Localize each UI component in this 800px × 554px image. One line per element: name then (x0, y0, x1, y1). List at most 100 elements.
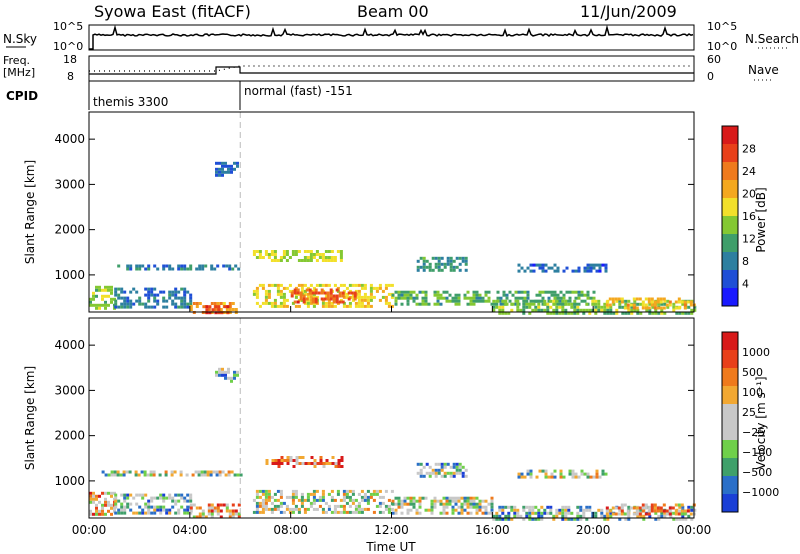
power-cell-9 (609, 305, 613, 309)
velocity-cell-7 (648, 505, 652, 509)
velocity-cell-7 (564, 511, 568, 515)
nsky-tick-top: 10^5 (53, 20, 83, 33)
velocity-cell-4 (280, 459, 284, 462)
power-cell-10 (443, 262, 447, 266)
velocity-cell-8 (464, 474, 468, 478)
power-cell-10 (437, 262, 441, 266)
velocity-cell-3 (279, 489, 283, 493)
velocity-cell-3 (270, 507, 274, 511)
power-cell-11 (532, 263, 536, 267)
velocity-cell-0 (89, 491, 92, 495)
power-cell-5 (335, 297, 339, 301)
power-cell-9 (504, 299, 508, 303)
power-cell-12 (224, 170, 227, 174)
power-cell-4 (258, 304, 262, 308)
power-cell-13 (659, 297, 663, 301)
power-cell-8 (559, 299, 563, 303)
power-cell-4 (363, 286, 367, 290)
power-cell-10 (461, 256, 465, 260)
power-cell-1 (153, 287, 157, 291)
power-cell-8 (505, 293, 509, 297)
power-cell-13 (653, 300, 657, 304)
velocity-cell-6 (433, 505, 437, 509)
power-cell-13 (653, 306, 657, 310)
velocity-cell-1 (120, 511, 124, 515)
power-cell-9 (504, 302, 508, 306)
power-colorbar-tick: 24 (742, 165, 756, 178)
power-cell-8 (418, 302, 422, 306)
velocity-cell-2 (207, 506, 211, 510)
power-cell-4 (354, 301, 358, 305)
power-cell-9 (630, 308, 634, 312)
power-cell-4 (312, 295, 316, 299)
power-cell-11 (541, 263, 545, 267)
power-cell-4 (285, 286, 289, 290)
power-cell-6 (324, 256, 328, 259)
power-cell-13 (614, 297, 618, 301)
velocity-cell-10 (221, 373, 224, 377)
velocity-cell-6 (397, 505, 401, 509)
power-cell-1 (114, 290, 118, 294)
power-cell-2 (231, 302, 235, 305)
power-cell-0 (95, 306, 98, 310)
power-cell-5 (332, 300, 336, 304)
velocity-cell-3 (318, 504, 322, 508)
velocity-cell-1 (135, 502, 139, 506)
power-cell-8 (421, 290, 425, 294)
power-cell-7 (228, 264, 232, 268)
power-cell-4 (384, 286, 388, 290)
velocity-cell-3 (300, 501, 304, 505)
power-cell-7 (180, 267, 184, 271)
power-cell-9 (498, 311, 502, 315)
velocity-cell-1 (150, 499, 154, 503)
velocity-cell-0 (101, 506, 104, 510)
velocity-cell-0 (95, 497, 98, 501)
velocity-cell-4 (310, 462, 314, 465)
velocity-cell-10 (227, 376, 230, 380)
power-ytick-label: 2000 (54, 223, 85, 237)
velocity-cell-0 (89, 500, 92, 504)
velocity-cell-7 (528, 511, 532, 515)
velocity-cell-6 (409, 499, 413, 503)
velocity-cell-9 (586, 475, 590, 479)
power-cell-10 (449, 265, 453, 269)
power-cell-4 (297, 283, 301, 287)
power-cell-1 (132, 287, 136, 291)
power-cell-6 (309, 250, 313, 253)
velocity-cell-1 (177, 499, 181, 503)
velocity-cell-8 (443, 471, 447, 475)
power-cell-4 (375, 286, 379, 290)
power-cell-8 (484, 299, 488, 303)
power-cell-13 (653, 303, 657, 307)
power-cell-10 (440, 268, 444, 272)
velocity-cell-6 (409, 508, 413, 512)
velocity-cell-11 (677, 503, 681, 507)
power-cell-5 (311, 291, 315, 295)
power-colorbar-segment (722, 216, 738, 234)
velocity-cell-4 (319, 462, 323, 465)
velocity-cell-2 (237, 512, 241, 516)
power-cell-11 (526, 266, 530, 270)
power-cell-8 (496, 296, 500, 300)
power-cell-9 (594, 308, 598, 312)
power-cell-11 (589, 266, 593, 270)
power-cell-7 (129, 267, 133, 271)
power-cell-9 (597, 302, 601, 306)
power-cell-9 (531, 308, 535, 312)
power-cell-6 (276, 259, 280, 262)
velocity-cell-7 (534, 505, 538, 509)
velocity-cell-11 (680, 512, 684, 516)
power-cell-2 (228, 302, 232, 305)
power-cell-5 (326, 294, 330, 298)
velocity-cell-2 (216, 509, 220, 513)
power-cell-4 (279, 289, 283, 293)
power-cell-8 (568, 290, 572, 294)
power-cell-4 (348, 301, 352, 305)
power-colorbar-tick: 16 (742, 210, 756, 223)
power-cell-8 (412, 296, 416, 300)
power-cell-4 (378, 283, 382, 287)
velocity-cell-7 (564, 508, 568, 512)
velocity-cell-6 (406, 502, 410, 506)
velocity-cell-0 (107, 491, 110, 495)
velocity-cell-8 (452, 474, 456, 478)
